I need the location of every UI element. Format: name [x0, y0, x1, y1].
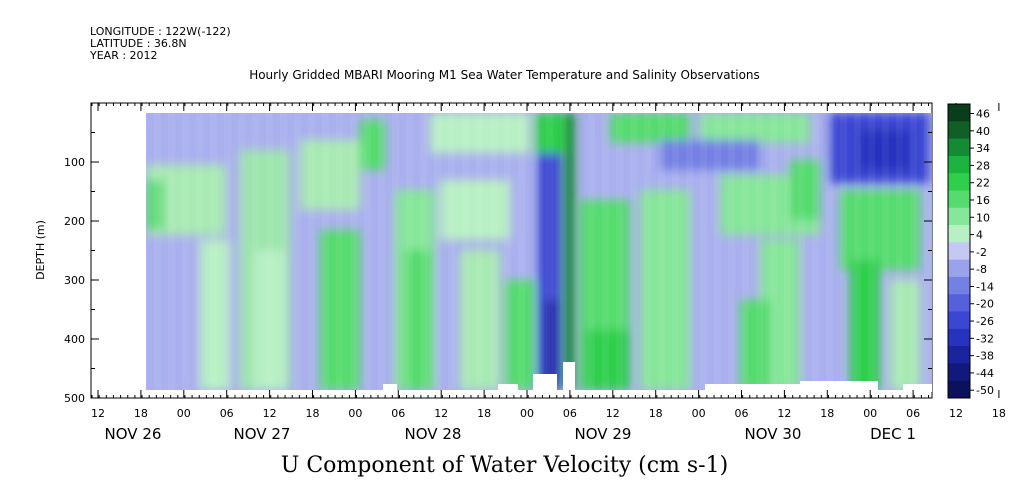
colorbar-label: 4 [976, 229, 983, 242]
colorbar-swatch [948, 104, 970, 122]
colorbar-label: 16 [976, 194, 990, 207]
x-day-label: NOV 26 [105, 425, 162, 443]
x-tick-label: 18 [477, 407, 491, 420]
colorbar-label: -2 [976, 246, 987, 259]
x-tick-label: 12 [434, 407, 448, 420]
colorbar-swatch [948, 173, 970, 191]
colorbar-swatch [948, 380, 970, 399]
colorbar-frame [947, 103, 971, 399]
x-day-label: NOV 27 [234, 425, 291, 443]
x-day-label: NOV 29 [575, 425, 632, 443]
colorbar-swatch [948, 138, 970, 157]
missing-data-gap [903, 384, 932, 392]
x-tick-label: 06 [563, 407, 577, 420]
colorbar-label: -44 [976, 367, 994, 380]
colorbar-label: -14 [976, 280, 994, 293]
x-tick-label: 18 [306, 407, 320, 420]
colorbar-label: -32 [976, 332, 994, 345]
contour-field [146, 113, 932, 390]
colorbar-swatch [948, 276, 970, 295]
missing-data-gap [705, 384, 800, 392]
longitude-label: LONGITUDE : 122W(-122) [90, 25, 231, 38]
colorbar-swatch [948, 242, 970, 261]
colorbar-swatch [948, 225, 970, 243]
x-tick-label: 18 [134, 407, 148, 420]
x-tick-label: 06 [906, 407, 920, 420]
chart-title: Hourly Gridded MBARI Mooring M1 Sea Wate… [249, 68, 760, 82]
colorbar-swatch [948, 328, 970, 347]
missing-data-gap [498, 384, 518, 392]
latitude-label: LATITUDE : 36.8N [90, 37, 187, 50]
y-tick-label: 300 [64, 274, 85, 287]
colorbar-swatch [948, 190, 970, 209]
x-day-label: NOV 28 [405, 425, 462, 443]
colorbar-label: 10 [976, 211, 990, 224]
colorbar-label: -50 [976, 384, 994, 397]
colorbar-swatch [948, 259, 970, 278]
missing-data-gap [563, 362, 575, 392]
x-tick-label: 00 [348, 407, 362, 420]
colorbar-label: 46 [976, 108, 990, 121]
colorbar: 46 40 34 28 22 16 10 4 -2 -8 -14 -20 -26 -32 -38 -44 -50 [947, 103, 994, 399]
missing-data-gap [533, 374, 557, 392]
x-tick-label: 00 [863, 407, 877, 420]
x-tick-label: 00 [177, 407, 191, 420]
y-axis-title: DEPTH (m) [34, 220, 47, 280]
y-tick-label: 400 [64, 333, 85, 346]
colorbar-swatch [948, 311, 970, 330]
x-tick-label: 00 [520, 407, 534, 420]
x-day-label: DEC 1 [870, 425, 916, 443]
x-tick-label: 12 [263, 407, 277, 420]
colorbar-swatch [948, 363, 970, 382]
colorbar-label: -38 [976, 350, 994, 363]
x-tick-label: 06 [735, 407, 749, 420]
colorbar-label: 28 [976, 159, 990, 172]
x-tick-label: 18 [820, 407, 834, 420]
missing-data-gap [383, 384, 397, 392]
colorbar-label: 40 [976, 125, 990, 138]
x-tick-label: 18 [649, 407, 663, 420]
x-tick-label: 00 [692, 407, 706, 420]
colorbar-label: -20 [976, 298, 994, 311]
x-axis-title: U Component of Water Velocity (cm s-1) [280, 453, 729, 478]
y-tick-label: 200 [64, 215, 85, 228]
colorbar-label: 22 [976, 177, 990, 190]
colorbar-swatch [948, 121, 970, 140]
x-day-label: NOV 30 [745, 425, 802, 443]
colorbar-swatch [948, 155, 970, 174]
x-tick-label: 12 [949, 407, 963, 420]
x-tick-label: 06 [220, 407, 234, 420]
colorbar-swatch [948, 207, 970, 226]
x-tick-label: 18 [992, 407, 1006, 420]
year-label: YEAR : 2012 [90, 49, 158, 62]
colorbar-label: -8 [976, 263, 987, 276]
y-tick-label: 100 [64, 156, 85, 169]
colorbar-label: 34 [976, 142, 990, 155]
colorbar-swatch [948, 294, 970, 313]
colorbar-label: -26 [976, 315, 994, 328]
colorbar-swatch [948, 346, 970, 364]
missing-data-gap [800, 381, 878, 392]
y-tick-label: 500 [64, 392, 85, 405]
x-tick-label: 12 [91, 407, 105, 420]
x-tick-label: 06 [391, 407, 405, 420]
x-tick-label: 12 [777, 407, 791, 420]
x-tick-label: 12 [606, 407, 620, 420]
